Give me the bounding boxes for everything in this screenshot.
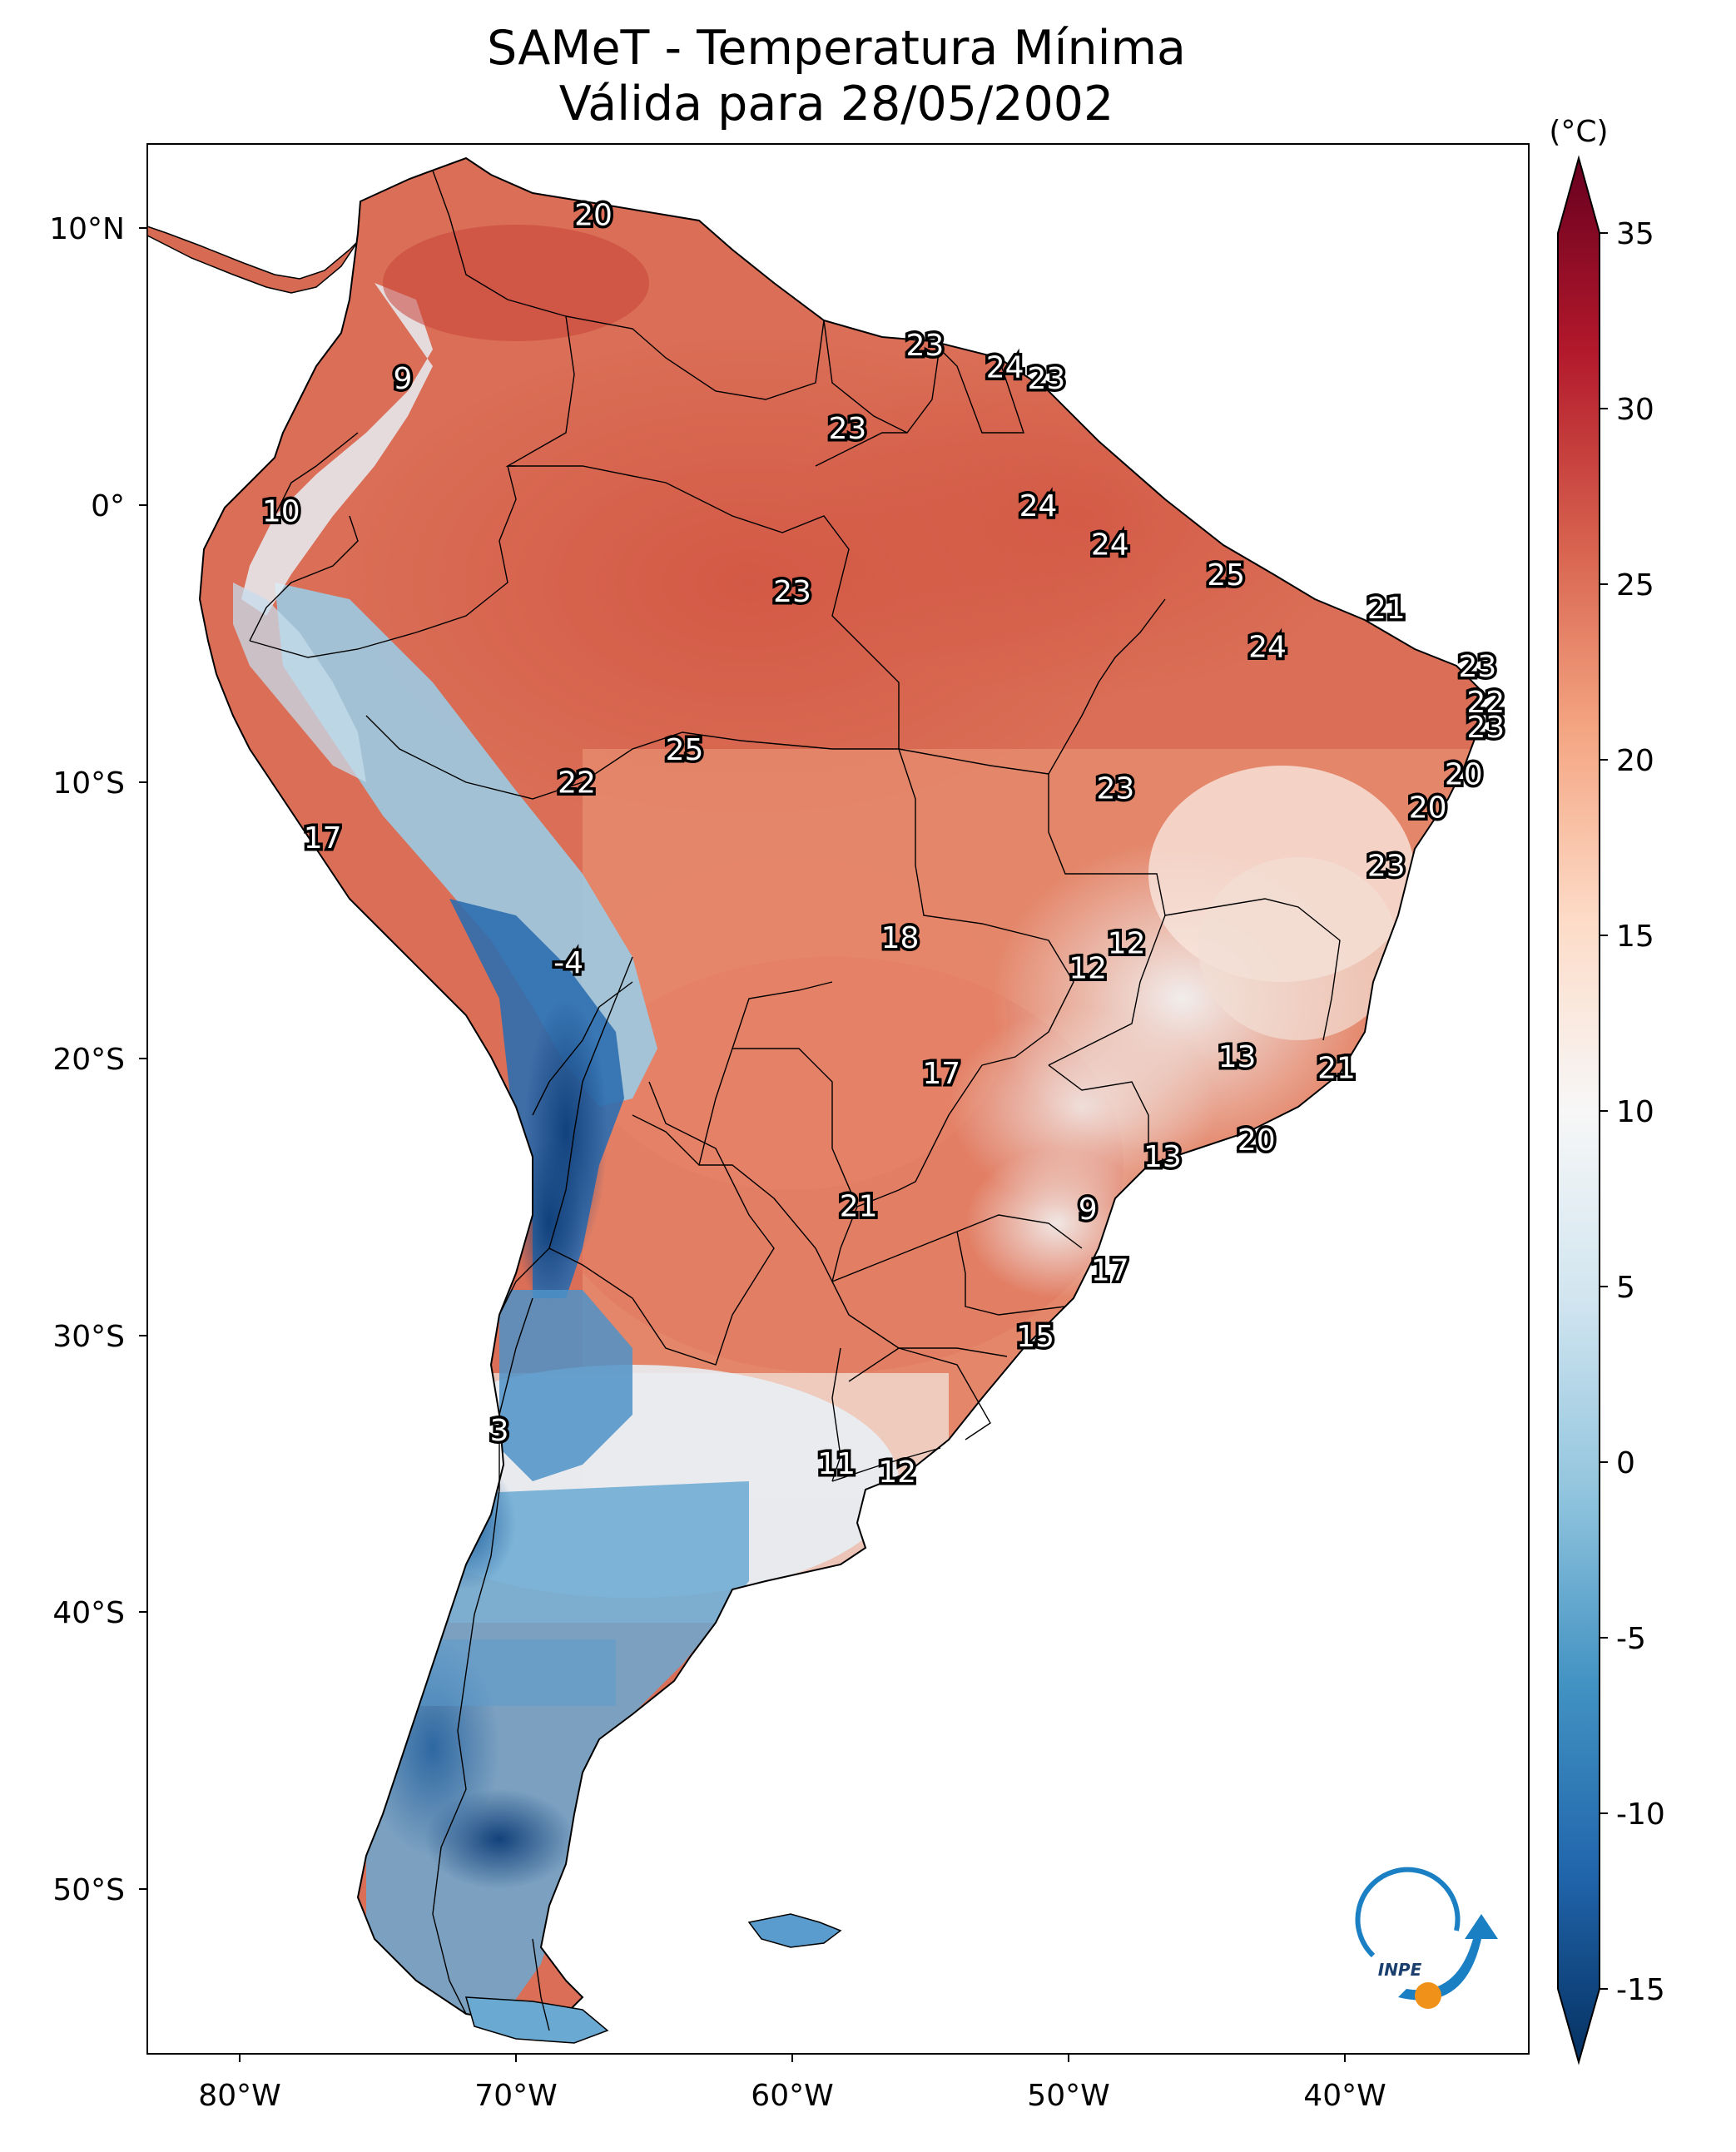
tierra-del-fuego: [464, 1996, 609, 2044]
logo-orbit-arc: [1355, 1867, 1461, 1958]
colorbar-unit-label: (°C): [1549, 115, 1608, 149]
lat-label-20s: 20°S: [52, 1043, 125, 1077]
axis-ticks: [139, 227, 1346, 2062]
lat-label-10s: 10°S: [52, 766, 125, 801]
city-value-label: 18: [881, 921, 920, 955]
city-value-label: 13: [1143, 1140, 1182, 1174]
city-value-label: 24: [1091, 528, 1129, 563]
coastline: [198, 156, 1483, 2024]
city-value-label: 23: [1367, 850, 1406, 884]
colorbar-tick-label: -15: [1616, 1973, 1665, 2007]
city-value-label: -4: [553, 946, 583, 980]
political-boundaries: [249, 170, 1341, 2031]
city-value-label: 17: [1091, 1253, 1129, 1287]
city-value-label: 9: [1079, 1193, 1098, 1227]
city-value-label: 23: [905, 329, 944, 363]
logo-arrow-icon: [1398, 1914, 1498, 2001]
city-value-label: 23: [1027, 362, 1065, 396]
colorbar-tick-label: 5: [1616, 1271, 1635, 1305]
lat-label-0: 0°: [91, 489, 125, 523]
city-value-label: 21: [840, 1190, 878, 1224]
map-title-line2: Válida para 28/05/2002: [558, 77, 1114, 131]
colorbar: (°C) 35 30 25 20 15 10 5 0 -5 -10 -15: [1549, 115, 1665, 2065]
central-america-landmass: [146, 225, 359, 294]
colorbar-tick-label: 20: [1616, 744, 1654, 778]
city-value-label: 23: [1096, 771, 1134, 806]
lat-label-10n: 10°N: [49, 212, 125, 246]
lon-label-60w: 60°W: [751, 2079, 833, 2113]
colorbar-tick-label: 25: [1616, 568, 1654, 602]
lon-label-40w: 40°W: [1303, 2079, 1386, 2113]
city-value-label: 9: [393, 362, 412, 396]
city-value-label: 20: [574, 199, 613, 233]
colorbar-tick-label: 0: [1616, 1446, 1635, 1480]
city-value-label: 24: [986, 351, 1024, 385]
city-value-label: 25: [1207, 558, 1245, 593]
city-value-label: 23: [1458, 650, 1496, 684]
falkland-islands: [747, 1913, 842, 1948]
city-value-label: 20: [1238, 1123, 1276, 1158]
colorbar-ticks: 35 30 25 20 15 10 5 0 -5 -10 -15: [1600, 217, 1665, 2007]
city-value-label: 22: [558, 766, 596, 801]
colorbar-bar: [1557, 155, 1600, 2065]
city-value-label: 22: [1466, 686, 1505, 720]
logo-text: INPE: [1378, 1960, 1422, 1980]
inpe-logo: INPE: [1355, 1867, 1498, 2009]
city-value-label: 11: [817, 1447, 856, 1481]
colorbar-tick-label: 35: [1616, 217, 1654, 251]
colorbar-tick-label: 30: [1616, 393, 1654, 427]
colorbar-tick-label: -5: [1616, 1622, 1646, 1656]
lon-label-50w: 50°W: [1027, 2079, 1109, 2113]
city-value-label: 23: [773, 575, 811, 609]
city-value-label: 17: [922, 1057, 960, 1091]
city-value-label: 21: [1367, 592, 1406, 626]
city-value-label: 15: [1016, 1320, 1054, 1354]
city-value-label: 21: [1317, 1051, 1356, 1085]
city-value-label: 10: [262, 495, 300, 529]
city-value-label: 24: [1248, 631, 1287, 665]
city-value-label: 20: [1409, 791, 1447, 826]
city-value-label: 23: [1466, 711, 1505, 745]
lat-label-40s: 40°S: [52, 1596, 125, 1630]
city-value-label: 20: [1445, 758, 1483, 792]
city-value-label: 12: [1108, 927, 1146, 961]
city-value-label: 25: [666, 733, 704, 767]
colorbar-tick-label: -10: [1616, 1797, 1665, 1832]
city-value-label: 3: [490, 1414, 509, 1448]
lat-label-30s: 30°S: [52, 1320, 125, 1354]
city-value-label: 17: [304, 821, 342, 855]
lon-label-70w: 70°W: [474, 2079, 557, 2113]
colorbar-tick-label: 15: [1616, 920, 1654, 954]
city-value-label: 12: [878, 1455, 916, 1490]
city-value-label: 23: [828, 412, 866, 446]
city-value-label: 24: [1019, 489, 1058, 523]
lat-label-50s: 50°S: [52, 1873, 125, 1907]
city-value-label: 12: [1069, 952, 1107, 986]
logo-sun-icon: [1415, 1982, 1441, 2009]
city-value-label: 13: [1218, 1040, 1257, 1074]
lon-label-80w: 80°W: [198, 2079, 280, 2113]
colorbar-tick-label: 10: [1616, 1095, 1654, 1129]
map-title-line1: SAMeT - Temperatura Mínima: [487, 21, 1186, 76]
